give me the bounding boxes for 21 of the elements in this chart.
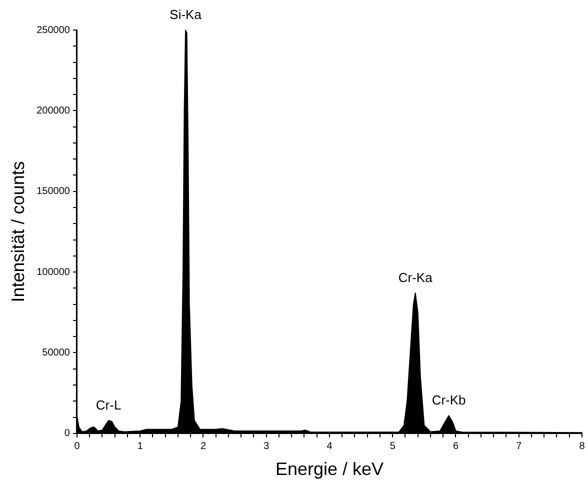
annotation: Cr-Kb xyxy=(432,392,466,408)
x-tick-label: 8 xyxy=(579,441,586,452)
x-axis-title: Energie / keV xyxy=(275,459,384,480)
annotation: Si-Ka xyxy=(170,7,202,22)
annotation: Cr-L xyxy=(96,398,122,413)
x-tick-label: 4 xyxy=(326,441,333,452)
x-tick-label: 6 xyxy=(452,441,459,452)
y-axis-title: Intensität / counts xyxy=(8,161,28,302)
y-tick-label: 100000 xyxy=(36,266,70,278)
x-tick-label: 3 xyxy=(264,441,270,452)
x-tick-label: 1 xyxy=(137,441,144,452)
y-tick-label: 200000 xyxy=(36,105,70,116)
annotation: Cr-Ka xyxy=(398,270,434,286)
y-tick-label: 250000 xyxy=(36,24,70,36)
x-tick-label: 0 xyxy=(74,441,80,452)
y-tick-label: 150000 xyxy=(36,186,70,198)
x-tick-label: 7 xyxy=(516,441,522,452)
y-tick-label: 0 xyxy=(64,428,70,440)
y-tick-label: 50000 xyxy=(42,347,70,358)
x-tick-label: 2 xyxy=(200,441,206,452)
x-tick-label: 5 xyxy=(390,441,396,452)
